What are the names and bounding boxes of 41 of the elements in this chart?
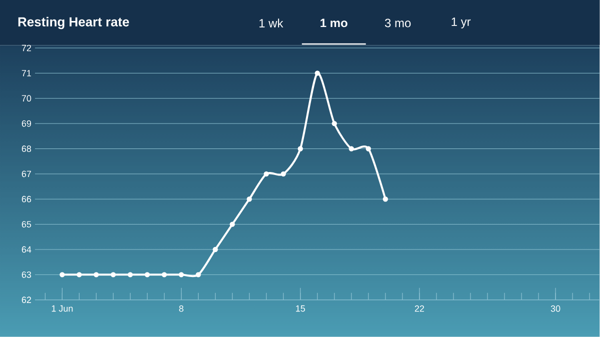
y-tick-label: 63 [22, 272, 32, 278]
point [332, 121, 337, 126]
point [280, 171, 286, 177]
point [60, 272, 65, 278]
point [128, 272, 133, 278]
text: 3 mo [384, 18, 411, 28]
point [382, 196, 388, 202]
point [196, 272, 201, 278]
point [110, 272, 116, 278]
point [298, 146, 303, 152]
point [246, 196, 252, 202]
y-tick-label: 70 [22, 95, 32, 102]
y-tick-label: 69 [22, 120, 32, 127]
point [212, 246, 218, 252]
text: 1 mo [320, 18, 348, 28]
point [264, 171, 269, 177]
y-tick-label: 62 [22, 296, 31, 304]
chart-title: Resting Heart rate [18, 16, 129, 30]
point [76, 272, 82, 278]
point [230, 222, 235, 227]
y-tick-label: 68 [22, 146, 32, 152]
x-tick-label: 15 [296, 305, 305, 312]
x-tick-label: 1 Jun [52, 305, 73, 312]
x-tick-label: 30 [550, 305, 560, 312]
text: 1 wk [259, 18, 284, 28]
y-tick-label: 72 [22, 44, 31, 52]
point [366, 146, 372, 152]
y-tick-label: 67 [22, 170, 31, 178]
x-tick-label: 22 [414, 305, 424, 312]
text: 1 yr [452, 18, 471, 28]
point [144, 272, 150, 278]
y-tick-label: 66 [22, 196, 32, 202]
point [94, 272, 99, 278]
x-tick-label: 8 [179, 305, 184, 312]
point [348, 146, 354, 152]
point [162, 272, 167, 278]
point [178, 272, 184, 278]
point [314, 70, 320, 76]
y-tick-label: 71 [22, 70, 32, 76]
y-tick-label: 64 [22, 246, 32, 253]
y-tick-label: 65 [22, 221, 32, 228]
